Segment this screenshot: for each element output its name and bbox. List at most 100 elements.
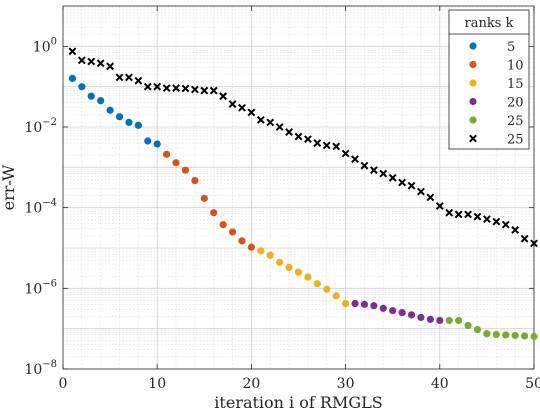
data-point: [68, 74, 77, 83]
data-point: [379, 304, 387, 312]
x-marker-stroke: [285, 128, 293, 136]
legend-box: [448, 9, 530, 150]
x-marker-stroke: [492, 217, 501, 226]
x-marker-stroke: [464, 210, 472, 219]
x-marker-stroke: [322, 141, 331, 150]
y-tick-label: 10−2: [24, 117, 57, 136]
x-marker-stroke: [482, 215, 491, 224]
data-point: [304, 135, 312, 144]
x-marker-stroke: [351, 155, 359, 164]
data-point: [473, 325, 482, 334]
legend-entry: 15: [469, 77, 524, 92]
data-point: [530, 239, 538, 248]
data-point: [370, 302, 378, 310]
series-1: [163, 150, 255, 251]
data-point: [115, 73, 124, 82]
data-point: [445, 316, 453, 325]
data-point: [492, 330, 500, 339]
data-point: [78, 83, 86, 91]
legend-label: 5: [507, 40, 515, 55]
x-tick-label: 0: [59, 376, 68, 392]
x-marker-stroke: [530, 239, 538, 248]
series-2: [257, 247, 350, 308]
data-point: [304, 273, 312, 281]
legend-entries: 5 10 15 20 25 25: [469, 40, 524, 148]
legend-label: 25: [507, 114, 524, 129]
series-5: [68, 47, 538, 248]
data-point: [134, 76, 143, 85]
legend-entry: 10: [469, 59, 524, 74]
legend-marker: [469, 60, 477, 69]
data-point: [191, 176, 199, 185]
data-point: [473, 212, 482, 221]
data-point: [115, 113, 124, 121]
legend-label: 20: [507, 96, 524, 111]
data-point: [200, 194, 208, 202]
legend-label: 10: [507, 59, 524, 74]
data-point: [407, 181, 416, 190]
data-point: [276, 258, 284, 266]
x-marker-stroke: [501, 220, 510, 229]
legend-marker: [469, 116, 477, 124]
data-point: [172, 84, 180, 93]
data-point: [181, 166, 190, 174]
data-point: [454, 210, 463, 219]
data-point: [417, 313, 425, 322]
x-axis-label: iteration i of RMGLS: [214, 393, 382, 412]
legend-entry: 20: [469, 96, 524, 111]
data-point: [134, 121, 142, 129]
x-marker-stroke: [379, 169, 388, 178]
data-point: [294, 132, 303, 141]
data-point: [501, 220, 510, 229]
data-point: [247, 243, 255, 251]
data-point: [464, 210, 472, 219]
x-marker-stroke: [266, 118, 275, 127]
x-tick-label: 10: [148, 376, 166, 392]
x-marker-stroke: [190, 85, 199, 94]
legend-entry: 5: [469, 40, 515, 55]
data-point: [285, 128, 293, 136]
data-point: [106, 62, 115, 71]
data-point: [68, 47, 77, 56]
series-0: [68, 74, 161, 148]
data-point: [77, 56, 86, 65]
x-marker-stroke: [125, 73, 133, 82]
data-point: [238, 237, 246, 245]
data-point: [520, 332, 529, 340]
x-marker-stroke: [398, 178, 407, 187]
x-marker-stroke: [115, 73, 124, 82]
x-marker-stroke: [162, 84, 171, 93]
data-point: [417, 187, 425, 196]
data-point: [96, 59, 105, 68]
data-point: [144, 137, 152, 145]
data-point: [313, 139, 322, 147]
x-marker-stroke: [332, 142, 341, 151]
x-marker-stroke: [313, 139, 322, 147]
data-point: [219, 221, 227, 229]
x-marker-stroke: [417, 187, 425, 196]
x-marker-stroke: [256, 115, 265, 124]
x-marker-stroke: [473, 212, 482, 221]
x-marker-stroke: [106, 62, 115, 71]
y-tick-label: 100: [33, 36, 57, 55]
x-marker-stroke: [228, 100, 237, 108]
x-marker-stroke: [209, 86, 218, 95]
data-point: [436, 316, 444, 325]
data-point: [125, 73, 133, 82]
plot-area: [62, 5, 535, 370]
x-marker-stroke: [435, 202, 444, 210]
legend-entry: 25: [469, 133, 524, 148]
data-point: [332, 142, 341, 151]
series-3: [351, 299, 444, 325]
data-point: [530, 332, 538, 341]
legend-label: 25: [507, 133, 524, 148]
data-point: [87, 57, 96, 66]
legend: ranks k 5 10 15 20 25 25: [448, 9, 530, 150]
x-marker-stroke: [445, 208, 454, 217]
data-point: [228, 228, 237, 236]
x-tick-label: 50: [525, 376, 540, 392]
y-tick-label: 10−4: [24, 198, 57, 217]
minor-grid: [63, 6, 534, 369]
x-tick-labels: 0 10 20 30 40 50: [59, 376, 540, 392]
